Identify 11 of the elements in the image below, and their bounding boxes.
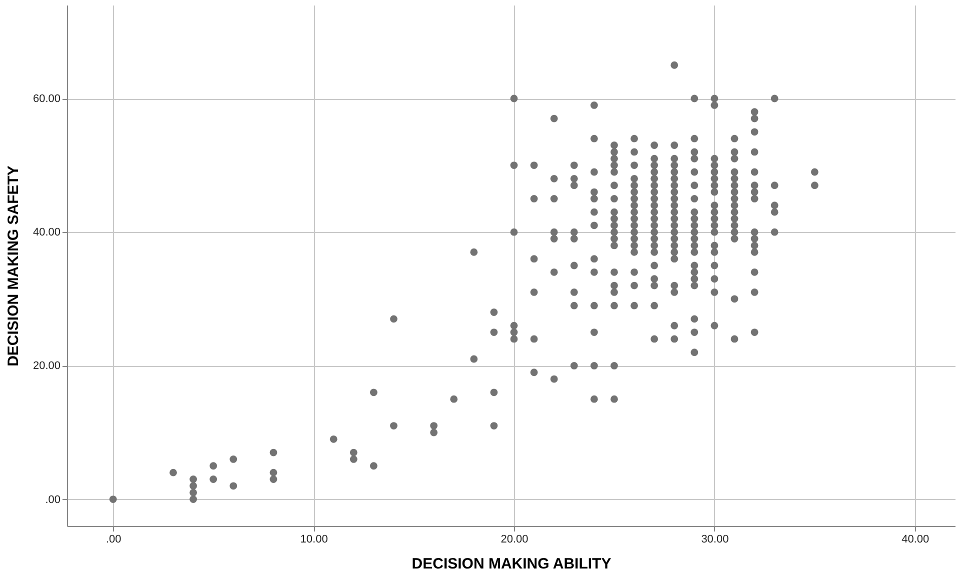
y-tick-label: 20.00 [32,360,60,372]
x-axis-title: DECISION MAKING ABILITY [412,556,612,572]
x-tick-label: 40.00 [902,534,930,546]
y-tick-label: 60.00 [32,93,60,106]
y-tick-label: .00 [45,494,60,506]
x-tick-label: .00 [106,534,122,546]
x-tick-label: 10.00 [300,534,328,546]
x-tick-label: 20.00 [500,534,528,546]
y-tick-label: 40.00 [32,226,60,239]
y-axis-title: DECISION MAKING SAFETY [4,166,22,366]
x-tick-label: 30.00 [701,534,729,546]
